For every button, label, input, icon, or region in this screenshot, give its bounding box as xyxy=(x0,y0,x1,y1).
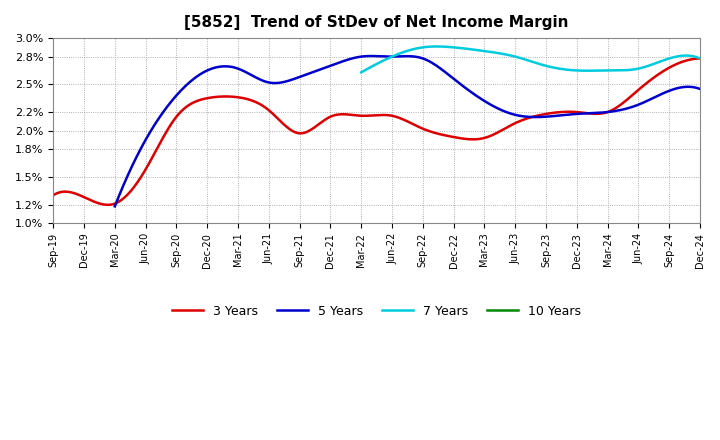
Legend: 3 Years, 5 Years, 7 Years, 10 Years: 3 Years, 5 Years, 7 Years, 10 Years xyxy=(167,300,586,323)
7 Years xyxy=(357,70,366,75)
3 Years xyxy=(104,202,112,207)
3 Years xyxy=(128,186,137,191)
7 Years xyxy=(604,68,613,73)
5 Years xyxy=(301,72,310,77)
5 Years xyxy=(110,204,119,209)
7 Years xyxy=(602,68,611,73)
7 Years xyxy=(492,50,500,55)
5 Years xyxy=(537,114,546,120)
3 Years xyxy=(696,56,704,61)
7 Years xyxy=(571,68,580,73)
5 Years xyxy=(181,84,189,89)
Line: 3 Years: 3 Years xyxy=(53,59,700,205)
3 Years xyxy=(518,118,526,123)
5 Years xyxy=(480,98,489,103)
3 Years xyxy=(49,193,58,198)
5 Years xyxy=(342,57,351,62)
3 Years xyxy=(521,117,529,122)
3 Years xyxy=(457,136,466,141)
5 Years xyxy=(696,86,704,92)
5 Years xyxy=(534,114,543,120)
5 Years xyxy=(367,53,376,59)
7 Years xyxy=(433,44,441,49)
7 Years xyxy=(696,56,704,61)
3 Years xyxy=(307,127,315,132)
Line: 7 Years: 7 Years xyxy=(361,47,700,72)
7 Years xyxy=(468,47,477,52)
Title: [5852]  Trend of StDev of Net Income Margin: [5852] Trend of StDev of Net Income Marg… xyxy=(184,15,569,30)
3 Years xyxy=(261,105,270,110)
7 Years xyxy=(397,50,406,55)
Line: 5 Years: 5 Years xyxy=(114,56,700,206)
